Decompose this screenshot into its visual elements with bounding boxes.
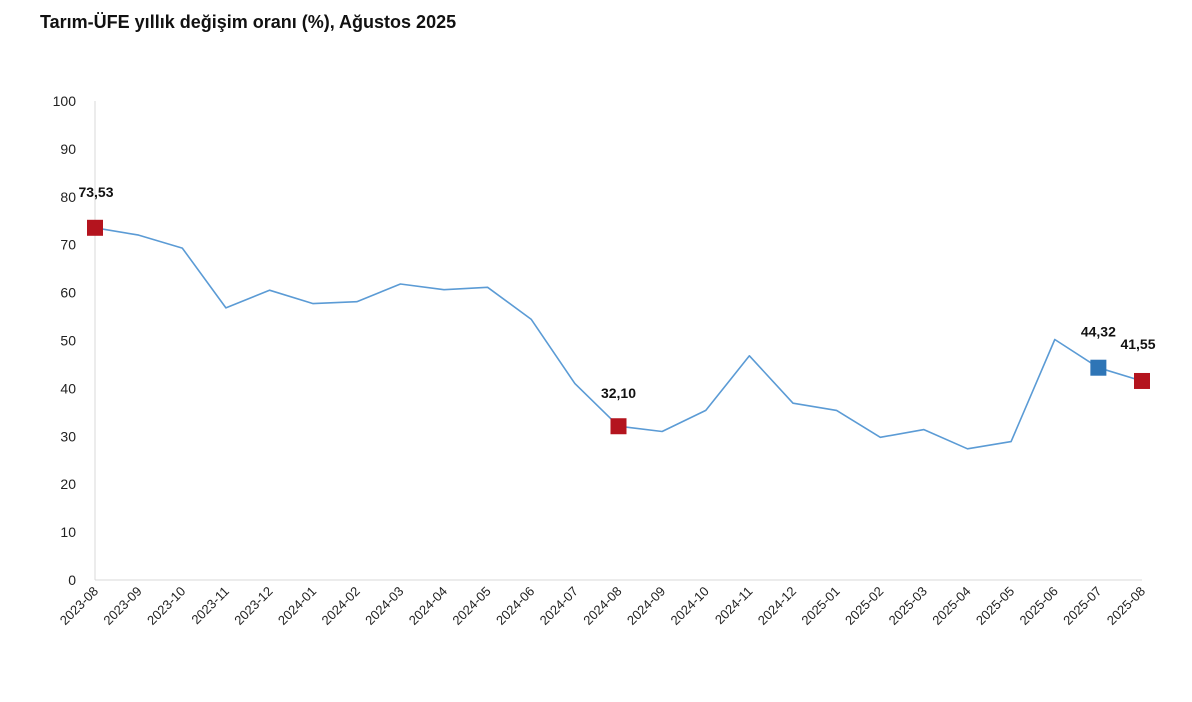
x-tick-label: 2024-01 xyxy=(275,584,319,628)
series-line xyxy=(94,227,1143,450)
x-tick-label: 2024-02 xyxy=(319,584,363,628)
y-tick-label: 60 xyxy=(60,285,76,301)
x-tick-label: 2024-09 xyxy=(624,584,668,628)
x-tick-label: 2025-08 xyxy=(1104,584,1148,628)
x-tick-label: 2023-09 xyxy=(100,584,144,628)
x-tick-label: 2023-12 xyxy=(231,584,275,628)
data-label: 73,53 xyxy=(78,184,113,200)
y-tick-label: 70 xyxy=(60,237,76,253)
x-tick-label: 2024-05 xyxy=(449,584,493,628)
y-tick-label: 80 xyxy=(60,189,76,205)
x-tick-label: 2025-07 xyxy=(1060,584,1104,628)
y-tick-label: 30 xyxy=(60,428,76,444)
y-tick-label: 50 xyxy=(60,333,76,349)
x-tick-label: 2025-06 xyxy=(1017,584,1061,628)
x-tick-label: 2023-10 xyxy=(144,584,188,628)
x-tick-label: 2025-01 xyxy=(798,584,842,628)
x-tick-label: 2024-06 xyxy=(493,584,537,628)
data-point-marker xyxy=(87,219,103,236)
data-point-marker xyxy=(1134,372,1150,389)
x-tick-label: 2025-03 xyxy=(886,584,930,628)
data-label: 44,32 xyxy=(1081,324,1116,340)
x-tick-label: 2024-07 xyxy=(537,584,581,628)
y-tick-label: 10 xyxy=(60,524,76,540)
x-tick-label: 2025-04 xyxy=(929,584,973,628)
data-point-marker xyxy=(610,418,627,435)
x-tick-label: 2024-10 xyxy=(668,584,712,628)
x-tick-label: 2023-11 xyxy=(188,584,232,628)
y-tick-label: 20 xyxy=(60,476,76,492)
x-tick-label: 2025-05 xyxy=(973,584,1017,628)
x-tick-label: 2024-12 xyxy=(755,584,799,628)
y-tick-label: 100 xyxy=(53,93,77,109)
y-tick-label: 90 xyxy=(60,141,76,157)
data-label: 41,55 xyxy=(1120,336,1155,352)
data-label: 32,10 xyxy=(601,385,636,401)
y-tick-label: 0 xyxy=(68,572,76,588)
x-tick-label: 2025-02 xyxy=(842,584,886,628)
y-tick-label: 40 xyxy=(60,380,76,396)
x-tick-label: 2024-11 xyxy=(712,584,756,628)
x-tick-label: 2024-08 xyxy=(580,584,624,628)
x-tick-label: 2024-03 xyxy=(362,584,406,628)
x-tick-label: 2024-04 xyxy=(406,584,450,628)
data-point-marker xyxy=(1090,359,1107,376)
x-tick-label: 2023-08 xyxy=(57,584,101,628)
chart-title: Tarım-ÜFE yıllık değişim oranı (%), Ağus… xyxy=(40,12,457,32)
